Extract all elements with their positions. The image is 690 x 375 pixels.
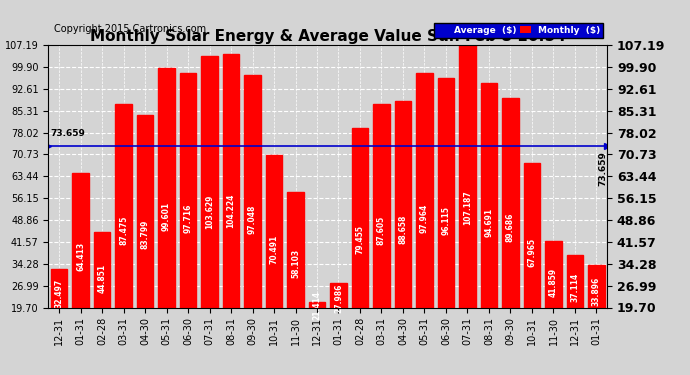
Bar (288, 192, 304, 367)
Bar (94, 232, 110, 367)
Bar (567, 255, 583, 367)
Bar (481, 82, 497, 367)
Bar (460, 45, 475, 367)
Text: 67.965: 67.965 (527, 238, 536, 267)
Text: 94.691: 94.691 (484, 207, 493, 237)
Text: 107.187: 107.187 (463, 190, 472, 225)
Bar (352, 128, 368, 367)
Text: 97.048: 97.048 (248, 205, 257, 234)
Text: 73.659: 73.659 (599, 152, 608, 186)
Text: 44.851: 44.851 (97, 264, 106, 293)
Text: 96.115: 96.115 (442, 206, 451, 235)
Bar (137, 115, 153, 367)
Bar (309, 302, 325, 367)
Text: 79.455: 79.455 (355, 225, 364, 254)
Text: 21.414: 21.414 (313, 291, 322, 320)
Text: 99.601: 99.601 (162, 202, 171, 231)
Bar (502, 98, 518, 367)
Bar (266, 155, 282, 367)
Bar (395, 100, 411, 367)
Text: 73.659: 73.659 (50, 129, 86, 138)
Text: Copyright 2015 Cartronics.com: Copyright 2015 Cartronics.com (54, 24, 206, 34)
Bar (223, 54, 239, 367)
Text: 89.686: 89.686 (506, 213, 515, 242)
Title: Monthly Solar Energy & Average Value Sun Feb 8 16:54: Monthly Solar Energy & Average Value Sun… (90, 29, 566, 44)
Text: 103.629: 103.629 (205, 195, 214, 229)
Bar (51, 269, 67, 367)
Text: 97.964: 97.964 (420, 204, 429, 233)
Bar (417, 73, 433, 367)
Bar (180, 74, 196, 367)
Text: 70.491: 70.491 (270, 235, 279, 264)
Text: 87.605: 87.605 (377, 216, 386, 245)
Bar (244, 75, 261, 367)
Text: 83.799: 83.799 (141, 220, 150, 249)
Bar (159, 68, 175, 367)
Text: 88.658: 88.658 (399, 214, 408, 244)
Text: 97.716: 97.716 (184, 204, 193, 233)
Bar (524, 163, 540, 367)
Text: 104.224: 104.224 (226, 194, 235, 228)
Bar (115, 104, 132, 367)
Bar (331, 283, 346, 367)
Bar (438, 78, 454, 367)
Bar (201, 56, 217, 367)
Text: 37.114: 37.114 (571, 273, 580, 302)
Bar (72, 173, 88, 367)
Text: 32.497: 32.497 (55, 278, 63, 308)
Text: 41.859: 41.859 (549, 268, 558, 297)
Bar (545, 241, 562, 367)
Bar (373, 104, 390, 367)
Legend: Average  ($), Monthly  ($): Average ($), Monthly ($) (434, 23, 602, 38)
Text: 27.986: 27.986 (334, 284, 343, 313)
Text: 58.103: 58.103 (291, 249, 300, 278)
Text: 87.475: 87.475 (119, 216, 128, 245)
Bar (589, 265, 604, 367)
Text: 64.413: 64.413 (76, 242, 85, 271)
Text: 33.896: 33.896 (592, 277, 601, 306)
